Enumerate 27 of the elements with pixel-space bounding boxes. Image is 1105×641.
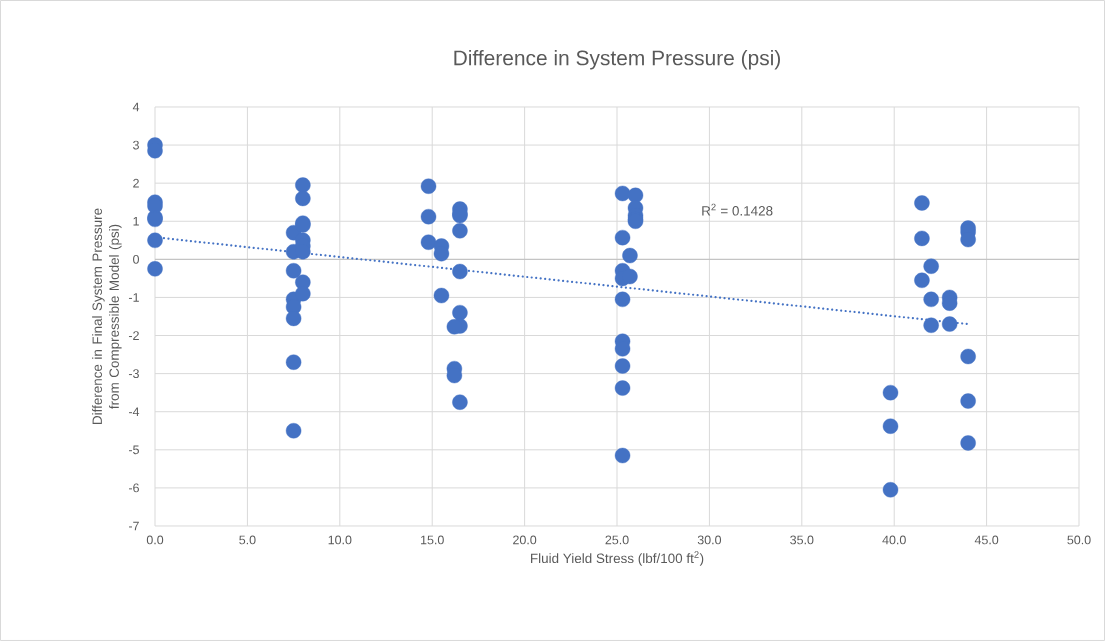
x-tick-label: 15.0 bbox=[421, 535, 444, 545]
y-tick-label: 2 bbox=[133, 178, 139, 188]
y-axis-title: Difference in Final System Pressure from Compressible Model (psi) bbox=[92, 208, 122, 425]
y-tick-label: 1 bbox=[133, 216, 139, 226]
x-tick-label: 25.0 bbox=[605, 535, 629, 545]
chart-title: Difference in System Pressure (psi) bbox=[454, 49, 780, 70]
x-tick-label: 30.0 bbox=[697, 535, 722, 545]
x-tick-label: 10.0 bbox=[328, 535, 352, 545]
x-tick-label: 45.0 bbox=[974, 535, 999, 545]
y-tick-label: -7 bbox=[128, 521, 139, 531]
x-tick-label: 0.0 bbox=[146, 535, 164, 545]
y-tick-label: -4 bbox=[128, 407, 140, 416]
y-tick-label: -2 bbox=[128, 331, 139, 340]
y-tick-label: 0 bbox=[133, 254, 139, 264]
y-tick-label: -1 bbox=[128, 293, 139, 302]
x-tick-label: 20.0 bbox=[513, 535, 537, 545]
x-tick-label: 5.0 bbox=[239, 535, 256, 545]
y-tick-label: 3 bbox=[133, 140, 139, 150]
y-tick-label: -3 bbox=[128, 369, 139, 379]
y-tick-label: 4 bbox=[132, 102, 140, 112]
x-axis-title: Fluid Yield Stress (lbf/100 ft$^{2}$) bbox=[531, 551, 704, 566]
y-tick-label: -6 bbox=[128, 483, 139, 493]
y-tick-label: -5 bbox=[128, 445, 139, 455]
annotation: R$^{2}$ = 0.1428 bbox=[702, 203, 773, 216]
x-tick-label: 40.0 bbox=[882, 535, 906, 545]
x-tick-label: 50.0 bbox=[1067, 535, 1091, 545]
x-tick-label: 35.0 bbox=[790, 535, 814, 545]
